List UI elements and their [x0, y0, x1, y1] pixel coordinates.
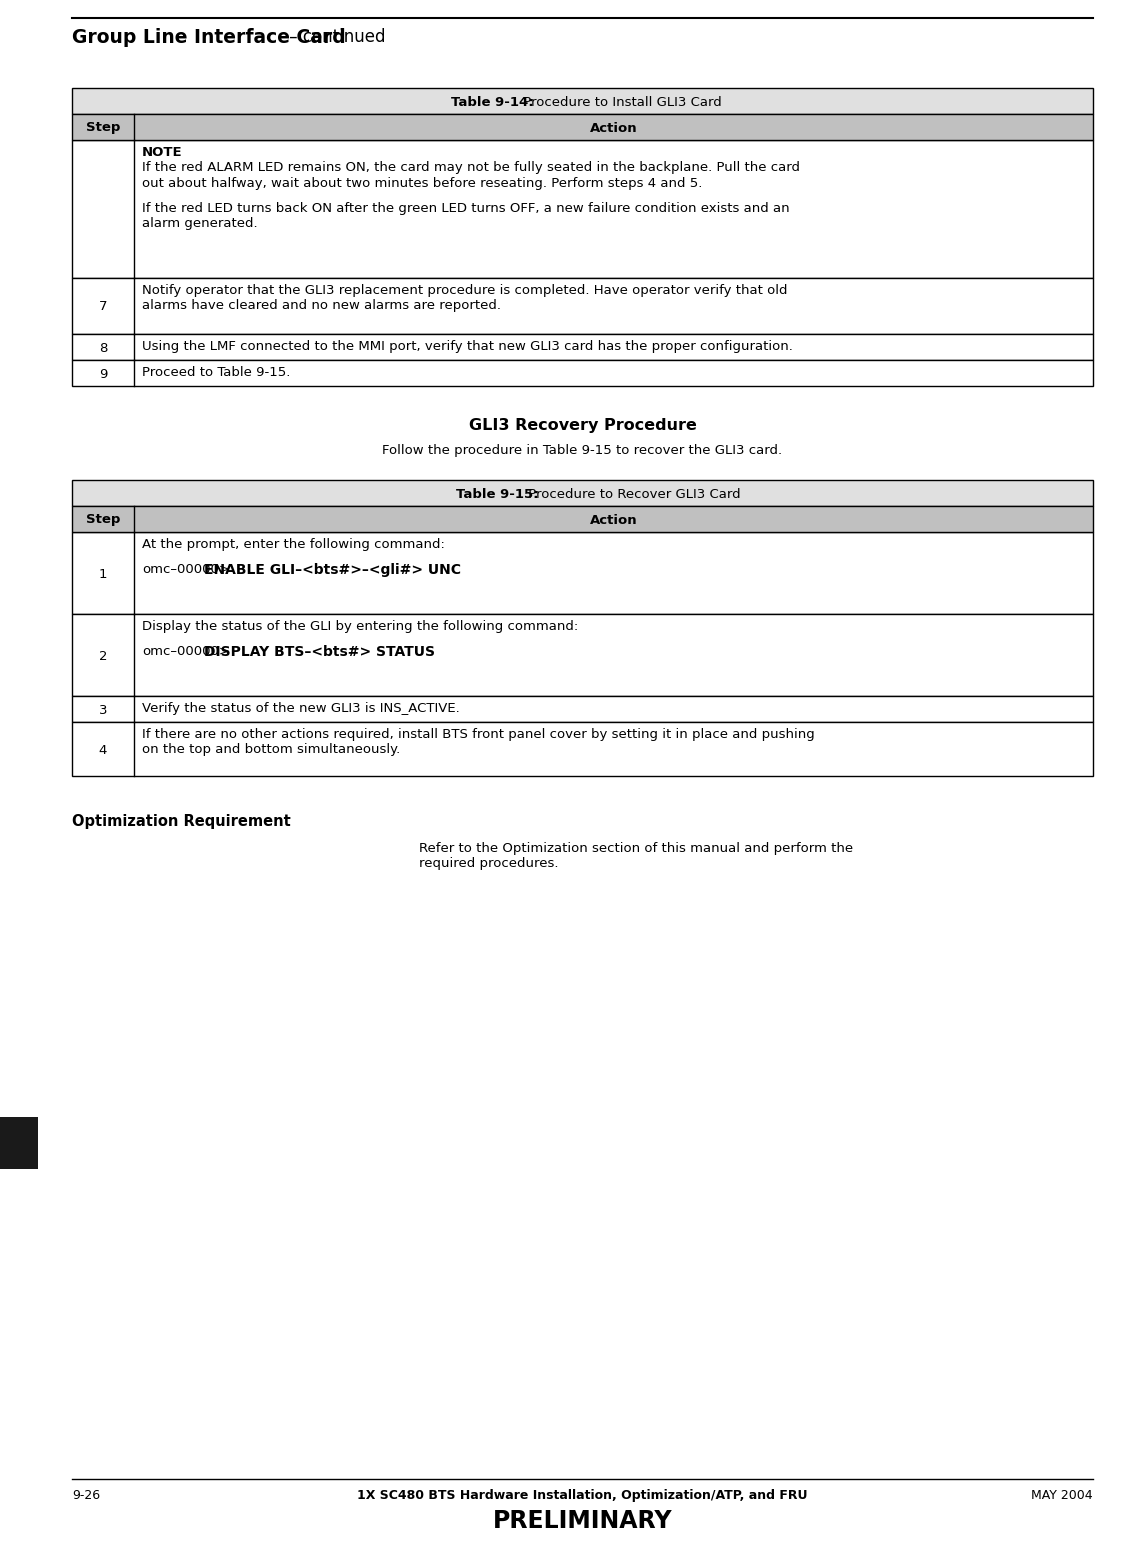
- Text: alarm generated.: alarm generated.: [142, 217, 257, 230]
- Text: omc–00000>: omc–00000>: [142, 563, 230, 575]
- Bar: [72, 532, 1093, 614]
- Bar: [72, 140, 1093, 278]
- Text: Verify the status of the new GLI3 is INS_ACTIVE.: Verify the status of the new GLI3 is INS…: [142, 703, 459, 715]
- Bar: [72, 506, 1093, 532]
- Text: Proceed to Table 9-15.: Proceed to Table 9-15.: [142, 366, 290, 378]
- Text: NOTE: NOTE: [142, 146, 183, 160]
- Text: Group Line Interface Card: Group Line Interface Card: [72, 28, 346, 47]
- Text: Notify operator that the GLI3 replacement procedure is completed. Have operator : Notify operator that the GLI3 replacemen…: [142, 284, 788, 296]
- Bar: [72, 278, 1093, 333]
- Text: out about halfway, wait about two minutes before reseating. Perform steps 4 and : out about halfway, wait about two minute…: [142, 177, 703, 191]
- Text: Optimization Requirement: Optimization Requirement: [72, 814, 290, 828]
- Text: 4: 4: [99, 743, 107, 757]
- Text: 9: 9: [10, 1134, 24, 1154]
- Text: 1X SC480 BTS Hardware Installation, Optimization/ATP, and FRU: 1X SC480 BTS Hardware Installation, Opti…: [357, 1489, 808, 1501]
- Bar: [72, 479, 1093, 506]
- Text: DISPLAY BTS–<bts#> STATUS: DISPLAY BTS–<bts#> STATUS: [204, 645, 435, 659]
- Text: 9-26: 9-26: [72, 1489, 100, 1501]
- Text: Action: Action: [590, 513, 637, 526]
- Bar: [72, 333, 1093, 360]
- Bar: [72, 723, 1093, 776]
- Bar: [72, 88, 1093, 115]
- Text: Procedure to Install GLI3 Card: Procedure to Install GLI3 Card: [519, 96, 722, 109]
- Text: Refer to the Optimization section of this manual and perform the: Refer to the Optimization section of thi…: [419, 842, 853, 855]
- Bar: [72, 696, 1093, 723]
- Bar: [0, 1117, 38, 1169]
- Text: Table 9-15:: Table 9-15:: [456, 487, 538, 501]
- Text: 8: 8: [99, 341, 107, 355]
- Text: Step: Step: [86, 121, 121, 135]
- Text: At the prompt, enter the following command:: At the prompt, enter the following comma…: [142, 538, 445, 551]
- Text: PRELIMINARY: PRELIMINARY: [492, 1509, 673, 1532]
- Text: Follow the procedure in Table 9-15 to recover the GLI3 card.: Follow the procedure in Table 9-15 to re…: [382, 444, 783, 458]
- Text: alarms have cleared and no new alarms are reported.: alarms have cleared and no new alarms ar…: [142, 299, 501, 312]
- Text: 1: 1: [99, 568, 107, 580]
- Text: Action: Action: [590, 121, 637, 135]
- Text: required procedures.: required procedures.: [419, 858, 559, 870]
- Bar: [72, 115, 1093, 140]
- Text: 7: 7: [99, 301, 107, 313]
- Text: 3: 3: [99, 704, 107, 717]
- Text: MAY 2004: MAY 2004: [1031, 1489, 1093, 1501]
- Bar: [72, 614, 1093, 696]
- Text: Procedure to Recover GLI3 Card: Procedure to Recover GLI3 Card: [523, 487, 740, 501]
- Text: – continued: – continued: [284, 28, 386, 47]
- Text: Display the status of the GLI by entering the following command:: Display the status of the GLI by enterin…: [142, 620, 579, 633]
- Text: Using the LMF connected to the MMI port, verify that new GLI3 card has the prope: Using the LMF connected to the MMI port,…: [142, 340, 793, 354]
- Text: 2: 2: [99, 650, 107, 662]
- Text: ENABLE GLI–<bts#>–<gli#> UNC: ENABLE GLI–<bts#>–<gli#> UNC: [204, 563, 461, 577]
- Text: If there are no other actions required, install BTS front panel cover by setting: If there are no other actions required, …: [142, 727, 815, 741]
- Text: If the red ALARM LED remains ON, the card may not be fully seated in the backpla: If the red ALARM LED remains ON, the car…: [142, 161, 800, 175]
- Text: If the red LED turns back ON after the green LED turns OFF, a new failure condit: If the red LED turns back ON after the g…: [142, 202, 790, 214]
- Text: GLI3 Recovery Procedure: GLI3 Recovery Procedure: [468, 419, 697, 433]
- Text: on the top and bottom simultaneously.: on the top and bottom simultaneously.: [142, 743, 401, 757]
- Text: omc–00000>: omc–00000>: [142, 645, 230, 658]
- Text: Table 9-14:: Table 9-14:: [451, 96, 534, 109]
- Text: 9: 9: [99, 368, 107, 380]
- Text: Step: Step: [86, 513, 121, 526]
- Bar: [72, 360, 1093, 386]
